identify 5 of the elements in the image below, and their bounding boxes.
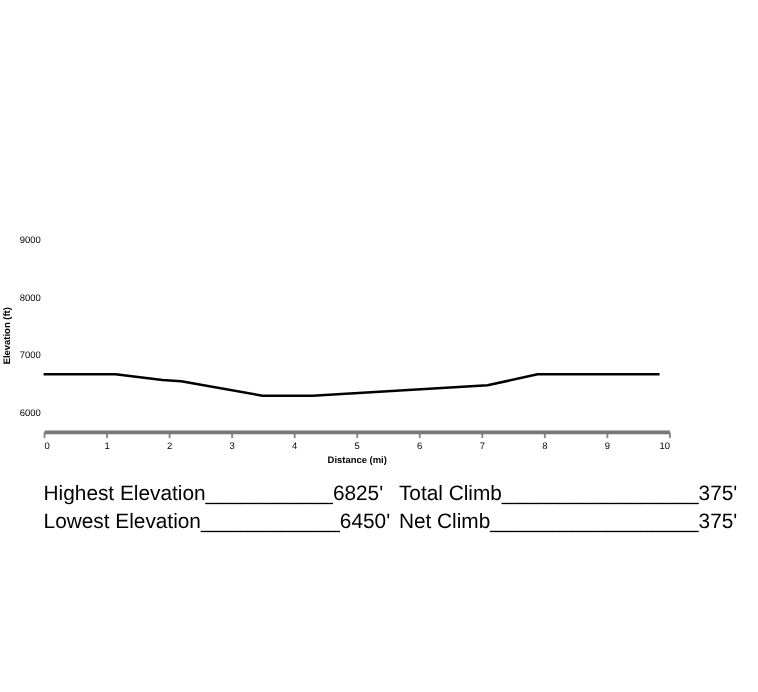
- line-series: [42, 373, 661, 397]
- text: Highest Elevation___________6825': [43, 483, 384, 506]
- text: Total Climb_________________375': [398, 483, 738, 506]
- text: Net Climb__________________375': [398, 512, 738, 535]
- text: Lowest Elevation____________6450': [43, 512, 391, 535]
